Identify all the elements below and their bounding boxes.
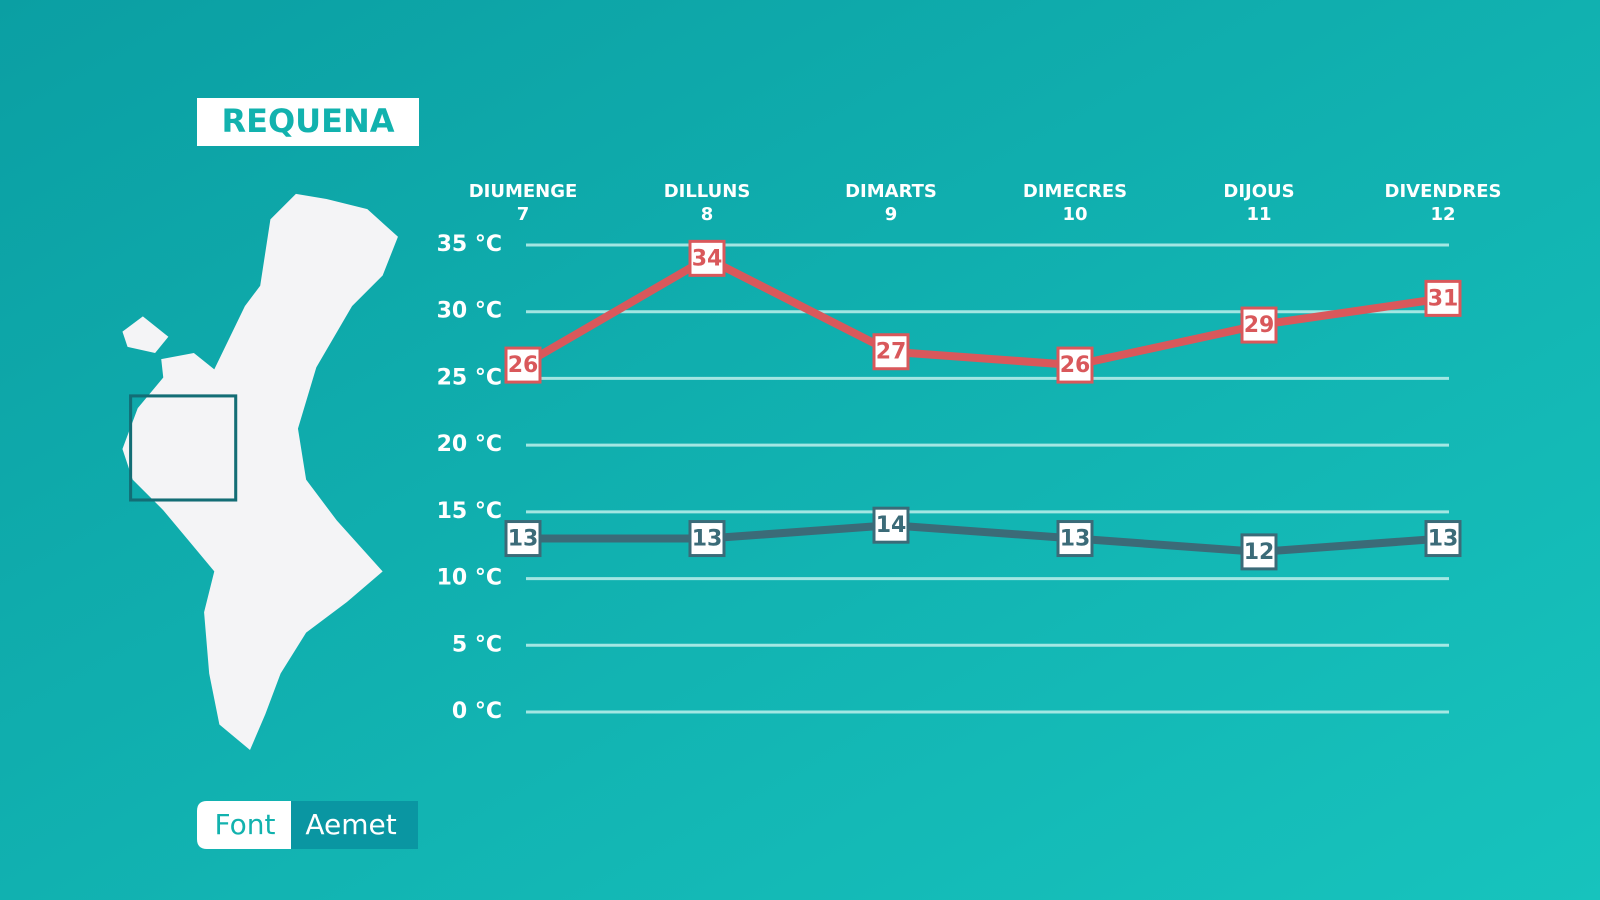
point-marker (504, 346, 542, 384)
point-marker (1424, 279, 1462, 317)
data-label: 29 (1244, 313, 1275, 338)
y-tick-label: 5 °C (452, 632, 502, 657)
x-tick-label: DIMECRES (1023, 181, 1127, 202)
region-map (122, 193, 398, 750)
point-marker (1240, 533, 1278, 571)
data-label: 31 (1428, 286, 1459, 311)
x-tick-label: DIMARTS (845, 181, 937, 202)
x-tick-label: DIUMENGE (469, 181, 578, 202)
data-label: 26 (1060, 353, 1091, 378)
source-label-box (197, 801, 291, 849)
series-line (523, 521, 1444, 556)
data-label: 12 (1244, 540, 1275, 565)
y-tick-label: 25 °C (437, 365, 502, 390)
x-tick-date: 9 (885, 204, 898, 225)
map-highlight (129, 394, 238, 502)
series-line (520, 254, 1444, 370)
point-marker (688, 239, 726, 277)
y-tick-label: 0 °C (452, 699, 502, 724)
x-tick-date: 11 (1246, 204, 1271, 225)
x-tick-date: 12 (1430, 204, 1455, 225)
data-label: 14 (876, 513, 907, 538)
point-marker (872, 506, 910, 544)
y-tick-label: 35 °C (437, 232, 502, 257)
data-label: 13 (1060, 527, 1091, 552)
x-tick-label: DILLUNS (664, 181, 751, 202)
y-tick-label: 10 °C (437, 566, 502, 591)
chart-title: REQUENA (221, 102, 394, 140)
point-marker (1056, 520, 1094, 558)
source-label: Font (215, 808, 276, 841)
y-tick-label: 20 °C (437, 432, 502, 457)
data-label: 13 (508, 527, 539, 552)
data-label: 13 (692, 527, 723, 552)
data-label: 34 (692, 246, 723, 271)
x-tick-label: DIJOUS (1223, 181, 1294, 202)
point-marker (1424, 520, 1462, 558)
data-label: 26 (508, 353, 539, 378)
data-label: 27 (876, 340, 907, 365)
point-marker (1240, 306, 1278, 344)
x-tick-label: DIVENDRES (1385, 181, 1502, 202)
x-tick-date: 10 (1062, 204, 1087, 225)
x-tick-date: 7 (517, 204, 530, 225)
y-tick-label: 15 °C (437, 499, 502, 524)
point-marker (504, 520, 542, 558)
y-tick-label: 30 °C (437, 299, 502, 324)
point-marker (872, 333, 910, 371)
data-label: 13 (1428, 527, 1459, 552)
map-shape (122, 193, 398, 750)
source-name-box (291, 801, 418, 849)
source-name: Aemet (305, 808, 396, 841)
point-marker (1056, 346, 1094, 384)
map-island (122, 316, 169, 354)
point-marker (688, 520, 726, 558)
x-tick-date: 8 (701, 204, 714, 225)
title-box (197, 98, 419, 146)
